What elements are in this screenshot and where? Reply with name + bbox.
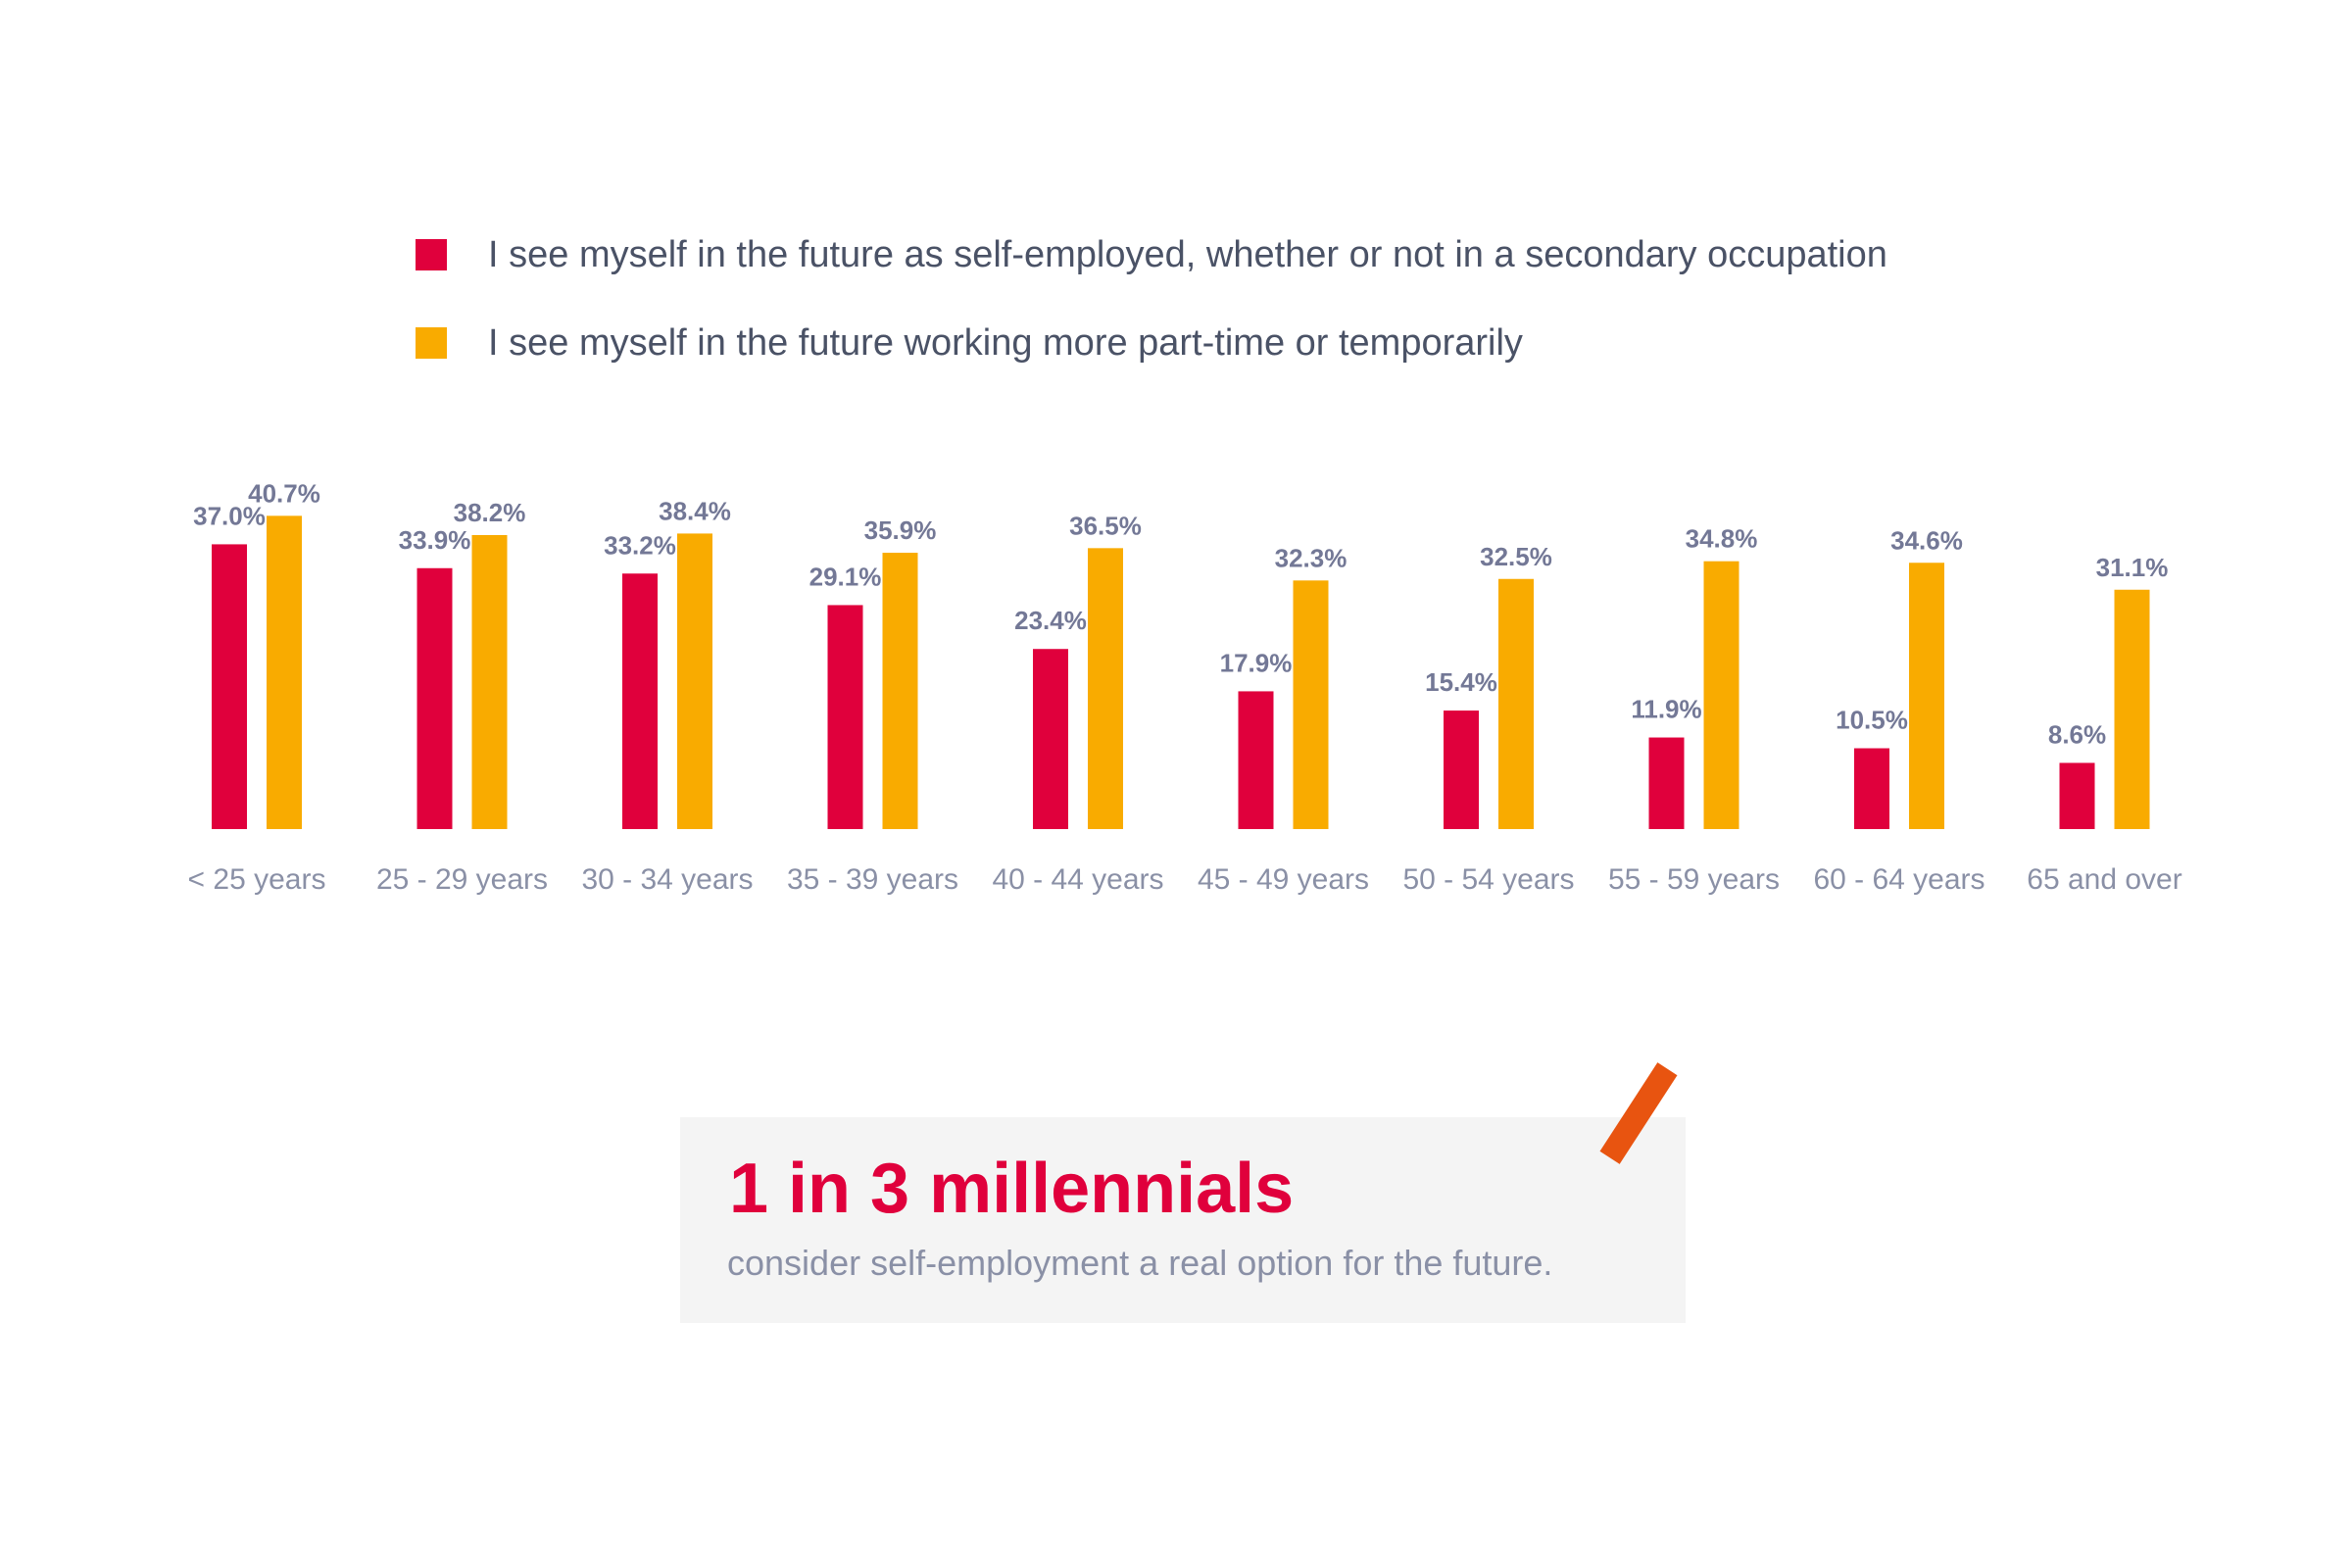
value-label-series1-8: 10.5% [1836, 706, 1908, 735]
value-label-series2-6: 32.5% [1480, 542, 1552, 571]
bar-series2-8 [1909, 563, 1944, 829]
category-label-6: 50 - 54 years [1402, 863, 1574, 896]
callout-text: consider self-employment a real option f… [727, 1243, 1553, 1283]
category-label-3: 35 - 39 years [787, 863, 958, 896]
bar-series2-4 [1088, 548, 1123, 829]
callout-title: 1 in 3 millennials [729, 1150, 1295, 1228]
legend-label-self-employed: I see myself in the future as self-emplo… [488, 233, 1887, 275]
bar-series2-1 [471, 534, 508, 829]
bar-series1-5 [1238, 691, 1274, 829]
value-label-series1-0: 37.0% [193, 501, 266, 530]
bar-series2-3 [882, 553, 918, 829]
category-label-9: 65 and over [2027, 863, 2181, 896]
bar-chart: 37.0%40.7% < 25 years 33.9%38.2% 25 - 29 ye… [188, 478, 2182, 896]
bar-series2-5 [1293, 580, 1329, 829]
value-label-series2-4: 36.5% [1069, 511, 1142, 540]
bar-series1-1 [416, 567, 453, 829]
value-label-series1-2: 33.2% [604, 530, 676, 560]
legend-item-part-time: I see myself in the future working more … [416, 321, 1887, 364]
value-label-series1-7: 11.9% [1631, 695, 1701, 724]
bar-series1-2 [622, 573, 658, 829]
value-label-series2-5: 32.3% [1275, 543, 1348, 572]
category-label-8: 60 - 64 years [1813, 863, 1984, 896]
bar-series1-7 [1648, 737, 1685, 829]
bar-series2-2 [677, 533, 712, 829]
value-label-series1-6: 15.4% [1425, 667, 1497, 697]
value-label-series2-9: 31.1% [2096, 553, 2169, 582]
value-label-series1-9: 8.6% [2048, 719, 2106, 749]
category-label-4: 40 - 44 years [992, 863, 1163, 896]
bar-series2-7 [1703, 561, 1740, 829]
bar-series1-8 [1854, 748, 1889, 829]
bar-series2-9 [2114, 589, 2150, 829]
legend-swatch-part-time [416, 327, 447, 359]
bar-series1-9 [2059, 762, 2095, 829]
value-label-series1-1: 33.9% [399, 525, 471, 555]
value-label-series2-3: 35.9% [864, 515, 937, 545]
value-label-series1-5: 17.9% [1220, 648, 1293, 677]
bar-series1-3 [827, 605, 863, 829]
bar-series1-0 [212, 544, 247, 829]
value-label-series2-2: 38.4% [659, 496, 731, 525]
callout-box: 1 in 3 millennials consider self-employm… [680, 1117, 1686, 1323]
category-label-7: 55 - 59 years [1608, 863, 1780, 896]
value-label-series1-3: 29.1% [809, 562, 882, 591]
legend-item-self-employed: I see myself in the future as self-emplo… [416, 233, 1887, 275]
category-label-2: 30 - 34 years [581, 863, 753, 896]
bar-series2-6 [1498, 578, 1534, 829]
value-label-series1-4: 23.4% [1014, 606, 1087, 635]
category-label-1: 25 - 29 years [376, 863, 548, 896]
chart-legend: I see myself in the future as self-emplo… [416, 233, 1887, 412]
value-label-series2-8: 34.6% [1890, 525, 1963, 555]
legend-label-part-time: I see myself in the future working more … [488, 321, 1523, 364]
legend-swatch-self-employed [416, 239, 447, 270]
value-label-series2-7: 34.8% [1686, 524, 1758, 554]
bar-series2-0 [267, 515, 302, 829]
category-label-5: 45 - 49 years [1198, 863, 1369, 896]
value-label-series2-1: 38.2% [454, 498, 526, 527]
value-label-series2-0: 40.7% [248, 478, 320, 508]
bar-series1-4 [1033, 649, 1068, 829]
category-label-0: < 25 years [188, 863, 326, 896]
bar-series1-6 [1444, 710, 1479, 829]
